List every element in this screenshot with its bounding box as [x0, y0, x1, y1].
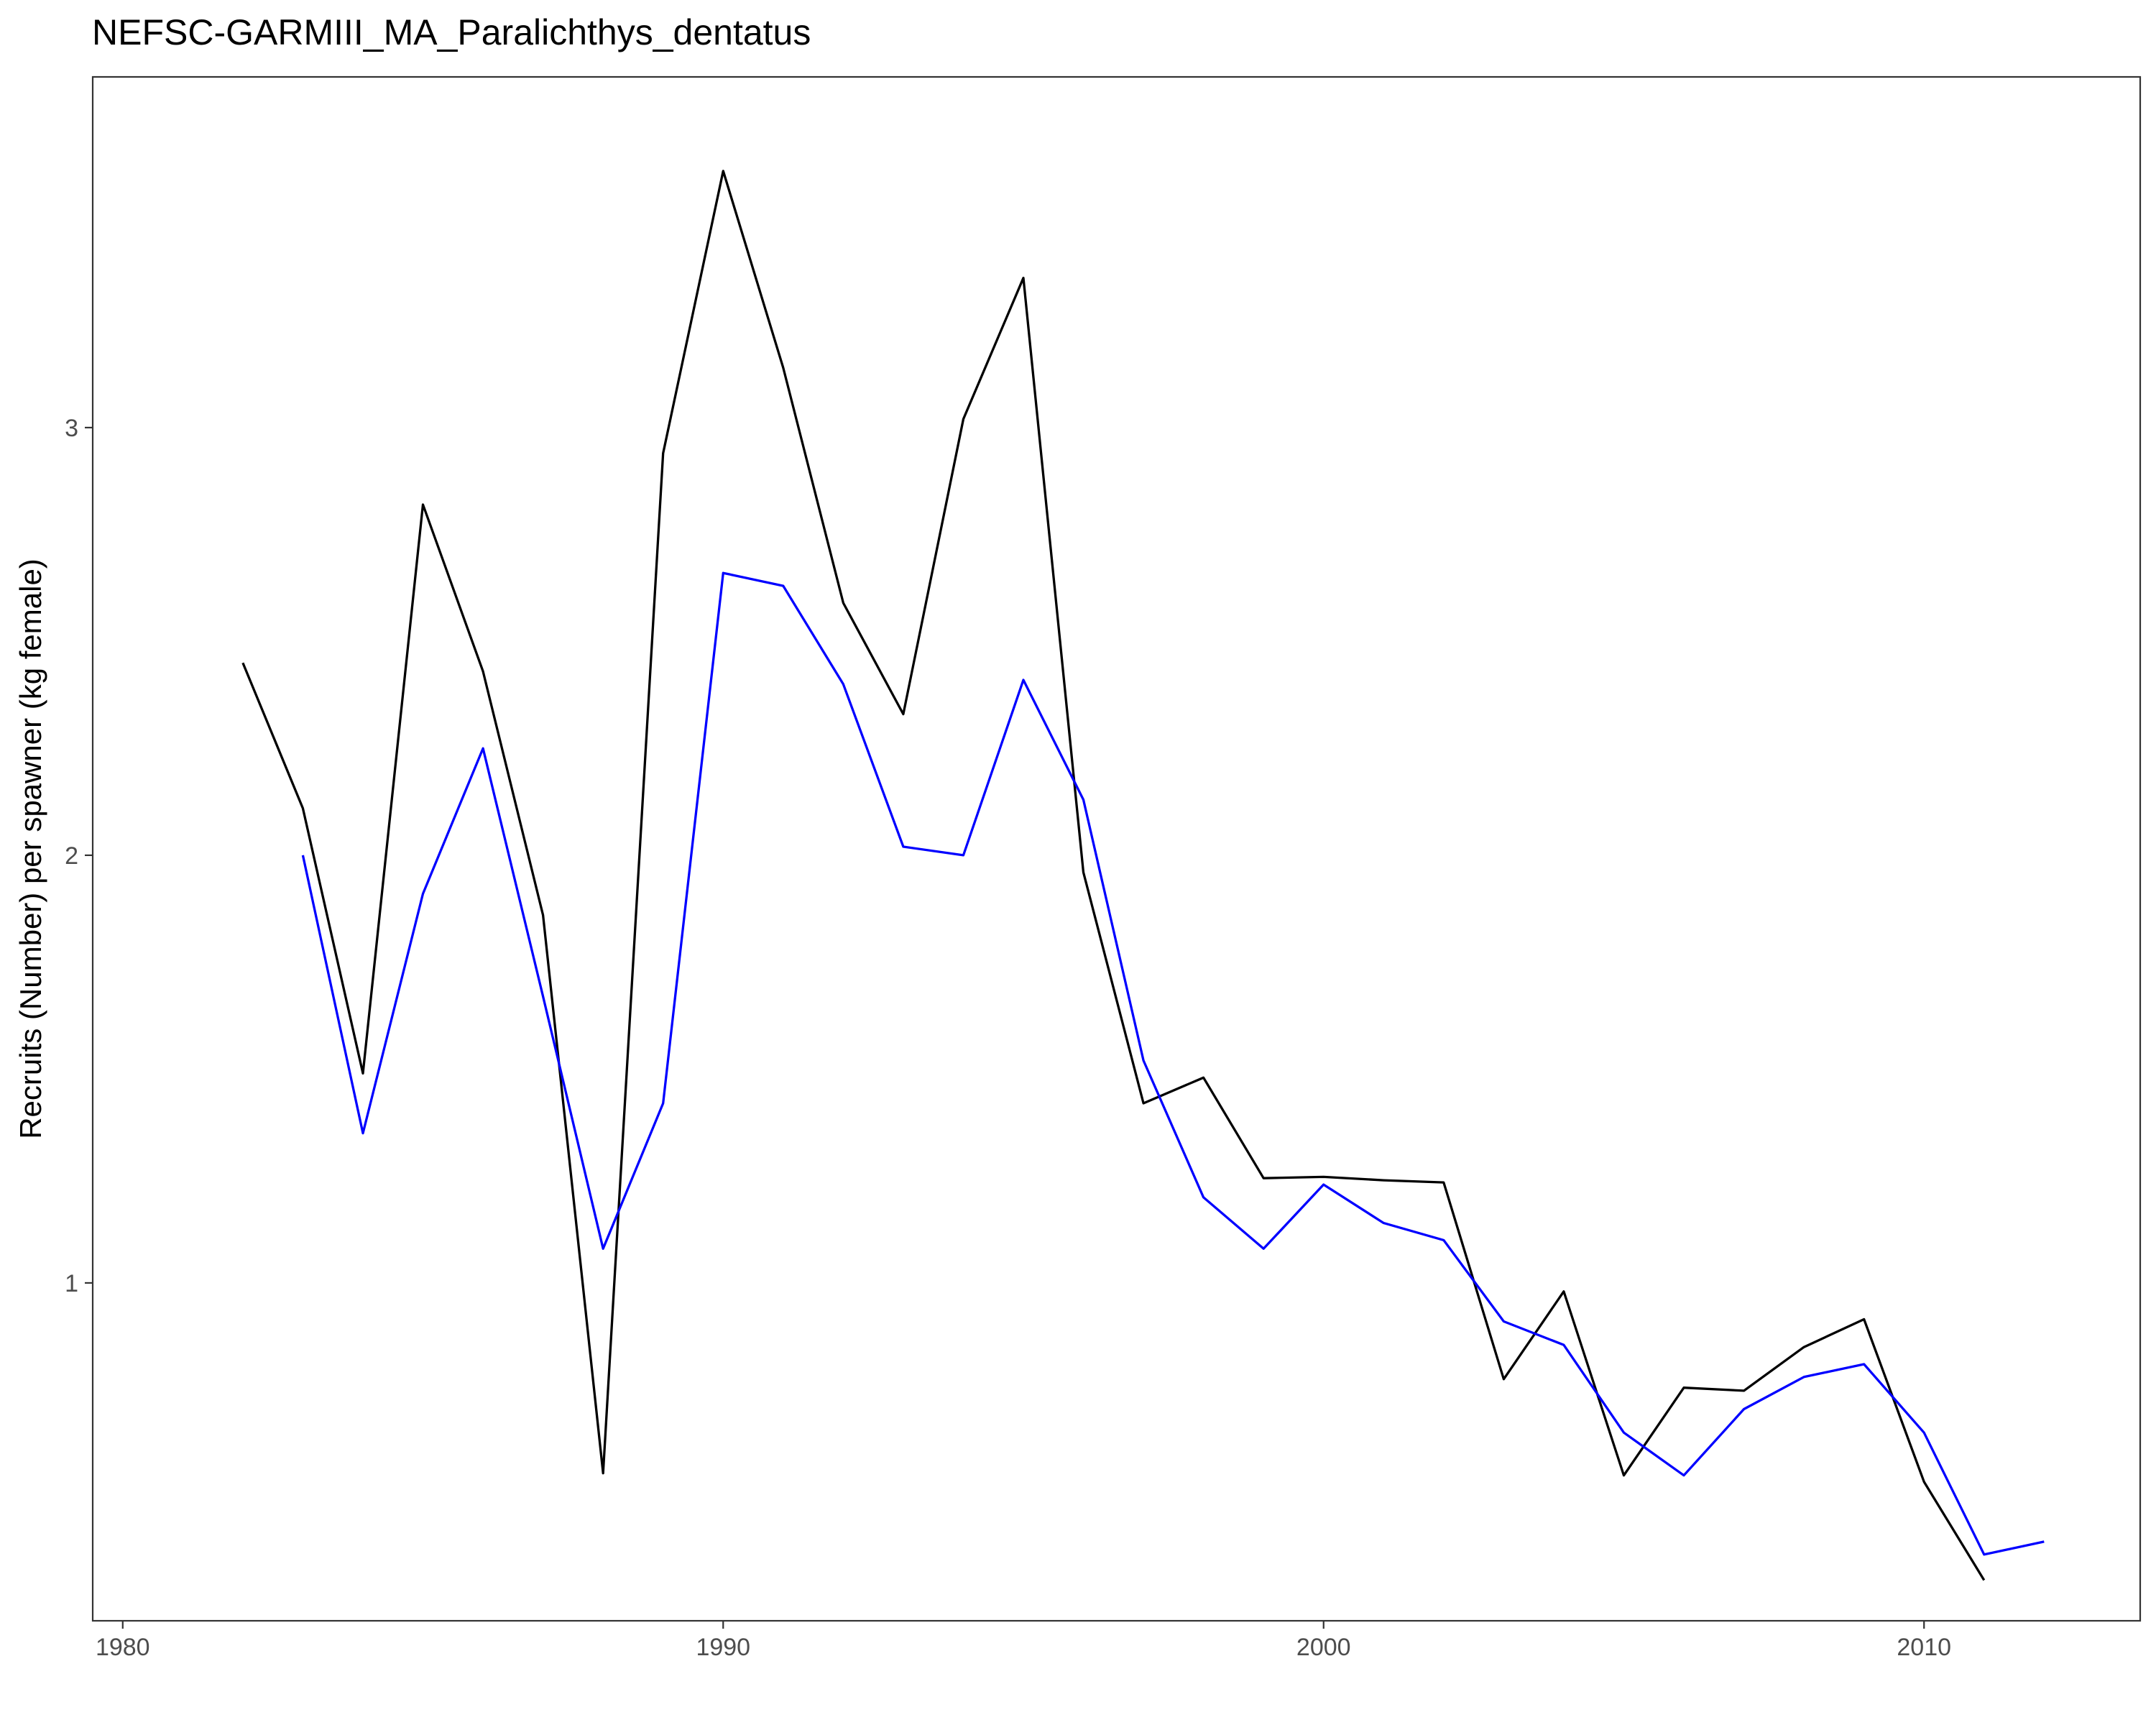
chart-title: NEFSC-GARMIII_MA_Paralichthys_dentatus — [92, 12, 811, 52]
x-axis-ticks: 1980 1990 2000 2010 — [96, 1621, 1951, 1661]
y-axis-ticks: 1 2 3 — [65, 415, 93, 1297]
plot-panel-border — [91, 75, 2142, 1622]
series-line-1 — [241, 170, 1986, 1581]
y-tick-label: 1 — [65, 1270, 78, 1297]
x-tick-label: 2010 — [1897, 1634, 1951, 1661]
series-layer — [241, 170, 2045, 1581]
series-line-2 — [301, 571, 2045, 1556]
x-tick-label: 2000 — [1296, 1634, 1351, 1661]
x-tick-label: 1990 — [696, 1634, 750, 1661]
x-tick-label: 1980 — [96, 1634, 150, 1661]
y-tick-label: 3 — [65, 415, 78, 442]
y-tick-label: 2 — [65, 842, 78, 870]
y-axis-label: Recruits (Number) per spawner (kg female… — [14, 558, 47, 1139]
